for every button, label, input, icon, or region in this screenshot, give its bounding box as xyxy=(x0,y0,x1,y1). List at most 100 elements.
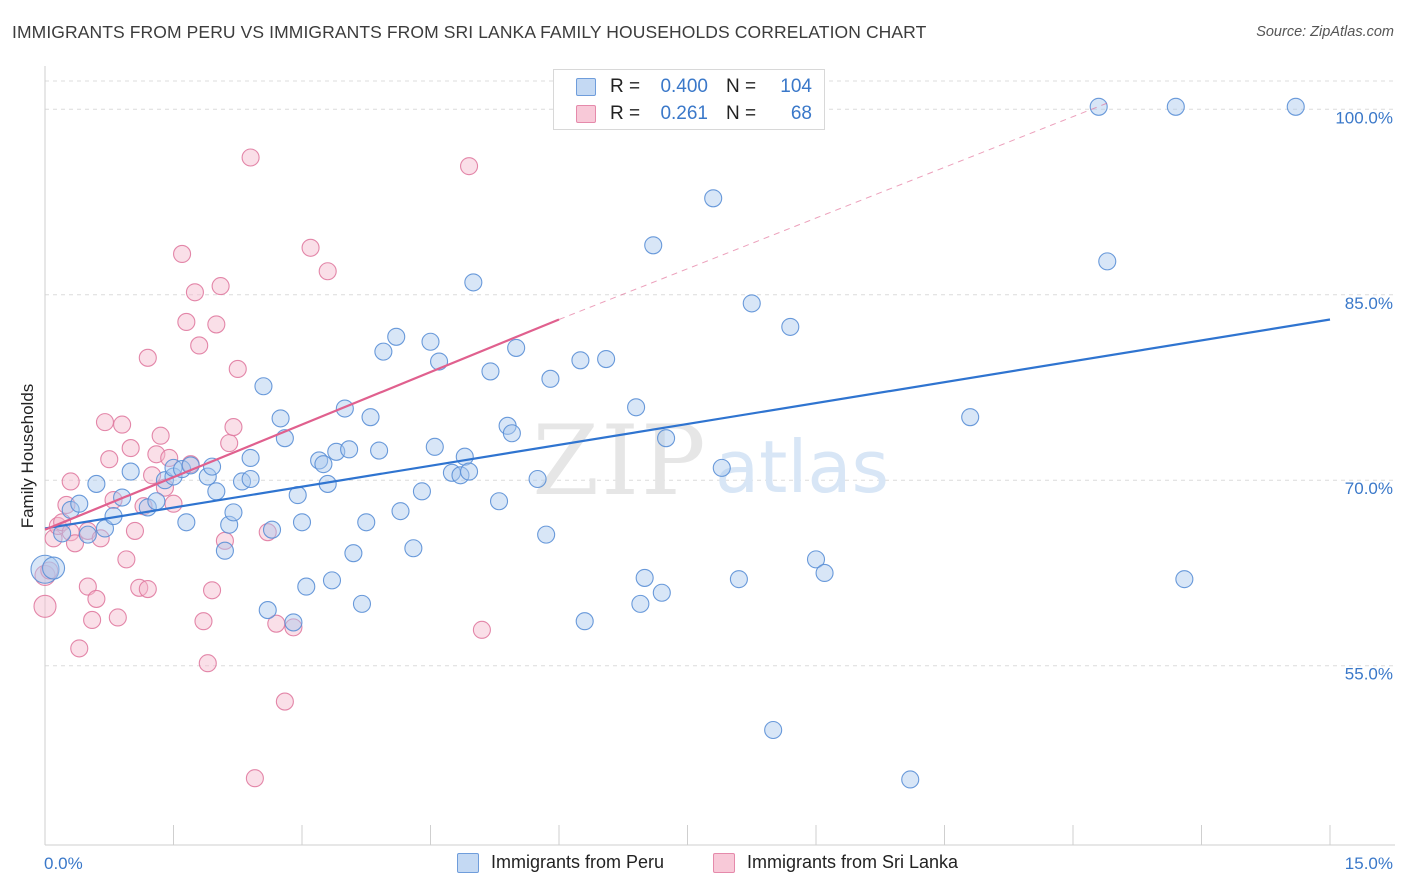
srilanka-point xyxy=(100,450,119,469)
peru-point xyxy=(507,338,526,357)
legend-r-label: R = xyxy=(610,76,641,97)
y-tick-label-85: 85.0% xyxy=(1345,294,1393,313)
legend-n-value: 68 xyxy=(790,103,812,124)
legend-n-label: N = xyxy=(726,103,757,124)
srilanka-point xyxy=(173,244,192,263)
peru-point xyxy=(95,519,115,538)
srilanka-point xyxy=(275,692,294,711)
legend-n-label: N = xyxy=(726,76,757,97)
srilanka-point xyxy=(61,472,80,491)
peru-point xyxy=(314,455,333,474)
legend-row-srilanka: R = 0.261 N = 68 xyxy=(576,101,812,127)
y-tick-label-55: 55.0% xyxy=(1345,665,1393,684)
srilanka-point xyxy=(241,148,260,167)
chart-title: IMMIGRANTS FROM PERU VS IMMIGRANTS FROM … xyxy=(12,22,927,42)
x-tick-label-max: 15.0% xyxy=(1345,854,1393,873)
peru-points xyxy=(30,97,1305,789)
peru-point xyxy=(652,583,671,602)
trend-lines xyxy=(44,102,1331,531)
bottom-legend-peru: Immigrants from Peru xyxy=(457,852,664,873)
peru-point xyxy=(481,362,500,381)
tick-labels: 55.0% 70.0% 85.0% 100.0% 0.0% 15.0% xyxy=(44,108,1393,873)
peru-point xyxy=(712,458,731,477)
peru-point xyxy=(297,577,316,596)
peru-point xyxy=(1166,97,1185,116)
srilanka-point xyxy=(177,312,196,332)
legend-row-peru: R = 0.400 N = 104 xyxy=(576,74,812,100)
peru-point xyxy=(177,513,196,532)
legend-swatch-srilanka xyxy=(576,105,596,123)
srilanka-point xyxy=(125,521,144,540)
legend-n-value: 104 xyxy=(780,76,812,97)
srilanka-point xyxy=(224,418,243,437)
peru-point xyxy=(459,462,479,481)
peru-point xyxy=(215,541,234,560)
peru-point xyxy=(575,612,594,631)
peru-point xyxy=(391,502,410,521)
peru-point xyxy=(352,594,372,613)
peru-point xyxy=(781,317,800,336)
peru-point xyxy=(597,350,616,369)
peru-point xyxy=(635,568,654,587)
peru-point xyxy=(764,720,783,740)
peru-point xyxy=(78,525,97,544)
peru-point xyxy=(241,469,260,489)
peru-point xyxy=(224,503,243,522)
peru-point xyxy=(258,601,277,620)
srilanka-point xyxy=(301,238,320,257)
peru-point xyxy=(1089,97,1108,116)
y-tick-label-100: 100.0% xyxy=(1335,108,1393,127)
peru-point xyxy=(361,408,380,427)
peru-point xyxy=(421,332,440,351)
srilanka-point xyxy=(113,415,132,434)
peru-point xyxy=(404,539,423,558)
peru-point xyxy=(147,492,166,511)
srilanka-point xyxy=(207,315,226,334)
peru-point xyxy=(412,482,431,501)
srilanka-point xyxy=(95,413,115,432)
srilanka-point xyxy=(472,620,491,639)
srilanka-point xyxy=(117,550,136,569)
peru-point xyxy=(742,294,761,313)
srilanka-point xyxy=(164,494,183,513)
peru-point xyxy=(70,494,89,513)
legend-r-value: 0.400 xyxy=(660,76,708,97)
srilanka-point xyxy=(87,589,106,608)
peru-point xyxy=(815,563,834,583)
peru-point xyxy=(644,236,663,255)
peru-point xyxy=(1286,97,1305,116)
watermark-zip: ZIP xyxy=(532,405,707,517)
srilanka-trend-line xyxy=(44,318,560,531)
peru-point xyxy=(207,482,226,501)
srilanka-point xyxy=(284,618,303,637)
peru-trend-line xyxy=(44,318,1331,530)
bottom-legend-label-peru: Immigrants from Peru xyxy=(491,852,665,872)
peru-point xyxy=(961,408,980,427)
peru-point xyxy=(901,770,920,789)
watermark-atlas: atlas xyxy=(715,425,889,509)
bottom-legend-srilanka: Immigrants from Sri Lanka xyxy=(713,852,958,873)
source-label: Source: ZipAtlas.com xyxy=(1256,24,1394,40)
peru-point xyxy=(464,273,483,292)
peru-point xyxy=(322,571,342,590)
srilanka-point xyxy=(194,612,213,631)
peru-point xyxy=(357,513,376,532)
srilanka-point xyxy=(318,262,337,281)
peru-point xyxy=(262,520,282,539)
peru-point xyxy=(729,570,748,589)
peru-point xyxy=(631,594,650,613)
x-tick-label-min: 0.0% xyxy=(44,854,83,873)
srilanka-point xyxy=(185,283,204,302)
peru-point xyxy=(489,492,509,511)
srilanka-point xyxy=(121,439,140,458)
peru-point xyxy=(387,327,406,346)
peru-point xyxy=(292,513,312,532)
peru-point xyxy=(340,440,359,459)
srilanka-point xyxy=(160,448,179,468)
peru-point xyxy=(425,437,444,456)
peru-point xyxy=(502,424,521,443)
peru-point xyxy=(87,474,106,493)
srilanka-point xyxy=(83,610,102,630)
peru-point xyxy=(657,429,676,448)
bottom-legend-swatch-peru xyxy=(457,852,479,873)
